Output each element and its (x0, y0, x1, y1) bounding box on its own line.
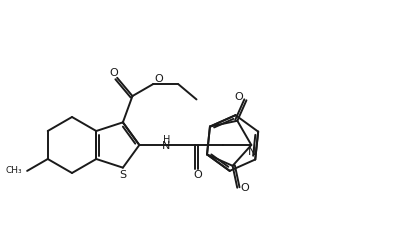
Text: O: O (109, 68, 118, 78)
Text: H: H (162, 135, 170, 145)
Text: O: O (192, 170, 201, 180)
Text: O: O (233, 92, 242, 102)
Text: N: N (247, 147, 256, 157)
Text: S: S (119, 170, 126, 180)
Text: O: O (154, 74, 163, 84)
Text: N: N (162, 141, 170, 151)
Text: O: O (239, 183, 248, 193)
Text: CH₃: CH₃ (5, 166, 22, 175)
